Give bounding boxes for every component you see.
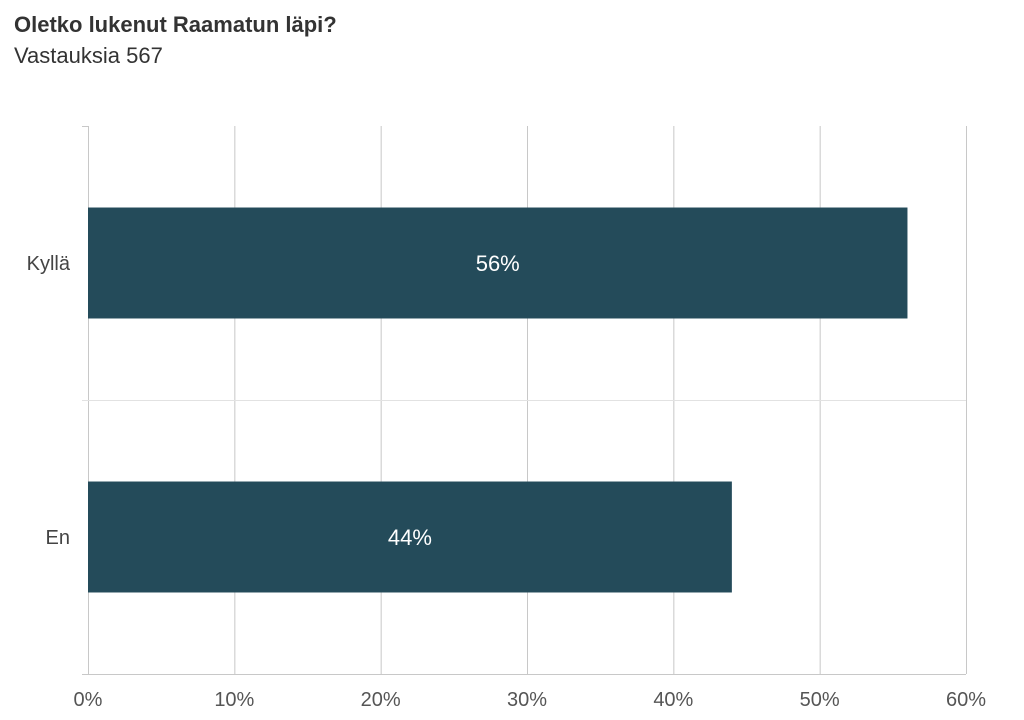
chart-title: Oletko lukenut Raamatun läpi? [14,12,337,37]
x-tick-label-4: 40% [653,689,693,711]
data-label-1: 44% [388,525,432,550]
x-tick-label-6: 60% [946,689,986,711]
x-tick-label-5: 50% [800,689,840,711]
category-label-1: En [46,527,70,549]
category-label-0: Kyllä [27,253,71,275]
chart-subtitle: Vastauksia 567 [14,43,163,68]
bar-0 [88,207,908,319]
bar-1 [88,481,732,593]
data-label-0: 56% [476,251,520,276]
x-tick-label-0: 0% [74,689,103,711]
x-tick-label-1: 10% [214,689,254,711]
x-tick-label-2: 20% [361,689,401,711]
x-tick-label-3: 30% [507,689,547,711]
